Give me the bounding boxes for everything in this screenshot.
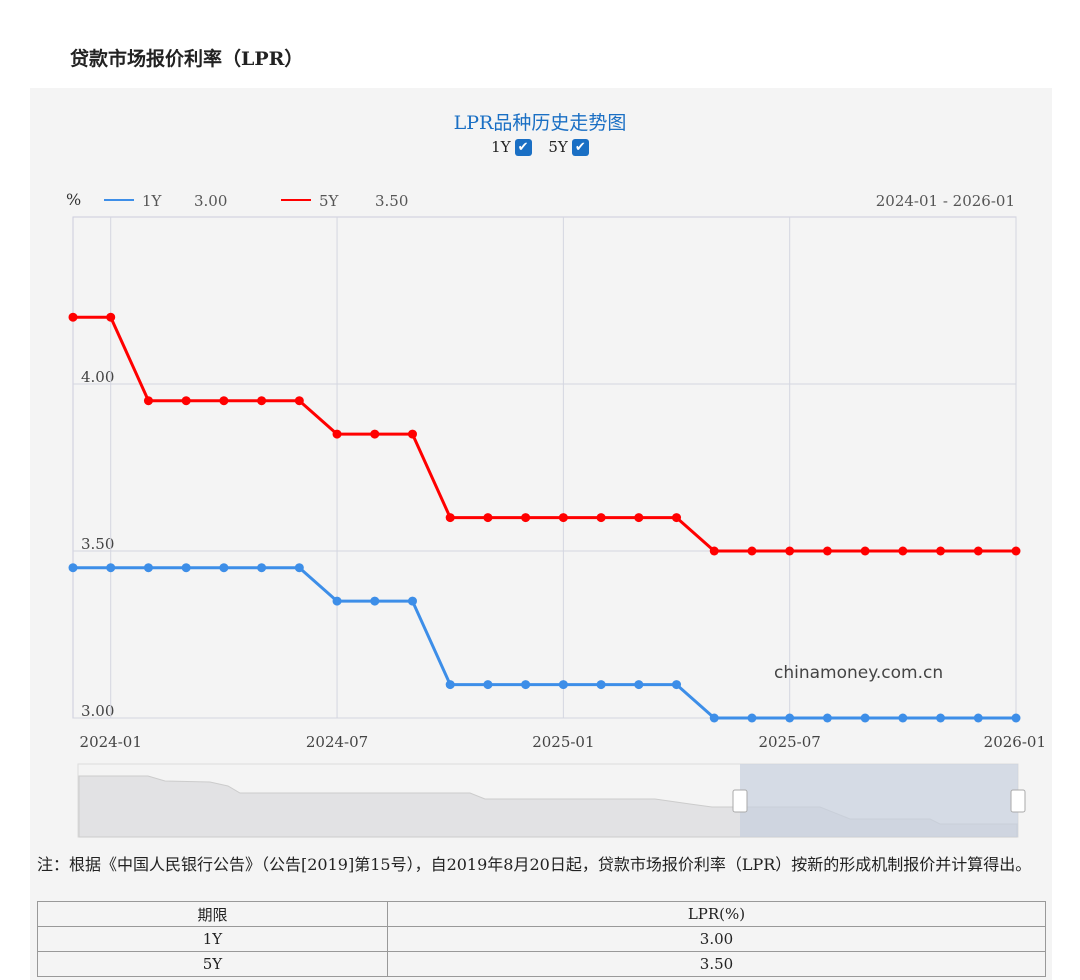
data-point-1Y — [332, 596, 342, 606]
data-point-5Y — [785, 546, 795, 556]
data-point-5Y — [143, 396, 153, 406]
data-point-1Y — [143, 563, 153, 573]
data-point-5Y — [257, 396, 267, 406]
page-title: 贷款市场报价利率（LPR） — [70, 48, 304, 70]
date-range-label: 2024-01 - 2026-01 — [876, 192, 1015, 210]
footnote: 注：根据《中国人民银行公告》（公告[2019]第15号），自2019年8月20日… — [37, 855, 1032, 874]
lpr-table: 期限 LPR(%) 1Y 3.00 5Y 3.50 — [37, 901, 1047, 977]
chart-title: LPR品种历史走势图 — [453, 112, 627, 134]
data-point-5Y — [332, 429, 342, 439]
table-row: 5Y 3.50 — [37, 951, 1047, 977]
data-point-1Y — [1011, 713, 1021, 723]
data-point-1Y — [898, 713, 908, 723]
data-point-5Y — [936, 546, 946, 556]
data-point-1Y — [558, 680, 568, 690]
x-tick-label: 2025-07 — [759, 733, 821, 751]
series-toggles: 1Y ✔ 5Y ✔ — [0, 138, 1080, 156]
checkbox-checked-icon[interactable]: ✔ — [514, 139, 532, 156]
table-row: 1Y 3.00 — [37, 926, 1047, 952]
data-point-5Y — [634, 513, 644, 523]
toggle-1y[interactable]: 1Y ✔ — [491, 138, 532, 156]
y-tick-label: 3.00 — [81, 702, 114, 720]
data-point-1Y — [294, 563, 304, 573]
navigator-selection[interactable] — [740, 764, 1018, 837]
data-point-5Y — [370, 429, 380, 439]
watermark: chinamoney.com.cn — [774, 663, 943, 683]
data-point-5Y — [181, 396, 191, 406]
legend-1y-label: 1Y — [142, 192, 163, 210]
data-point-5Y — [1011, 546, 1021, 556]
y-tick-label: 3.50 — [81, 535, 114, 553]
data-point-1Y — [181, 563, 191, 573]
navigator-right-handle[interactable] — [1010, 789, 1026, 813]
data-point-1Y — [483, 680, 493, 690]
data-point-5Y — [898, 546, 908, 556]
series-line-5Y — [73, 315, 1016, 553]
data-point-1Y — [257, 563, 267, 573]
x-tick-label: 2025-01 — [532, 733, 594, 751]
x-tick-label: 2024-01 — [80, 733, 142, 751]
range-navigator[interactable] — [77, 763, 1026, 838]
data-point-5Y — [294, 396, 304, 406]
data-point-1Y — [106, 563, 116, 573]
data-point-5Y — [407, 429, 417, 439]
data-point-1Y — [445, 680, 455, 690]
plot-frame — [72, 216, 1017, 719]
data-point-5Y — [596, 513, 606, 523]
data-point-5Y — [219, 396, 229, 406]
toggle-5y[interactable]: 5Y ✔ — [548, 138, 589, 156]
x-tick-label: 2026-01 — [984, 733, 1046, 751]
data-point-1Y — [370, 596, 380, 606]
x-tick-label: 2024-07 — [306, 733, 368, 751]
data-point-5Y — [558, 513, 568, 523]
data-point-1Y — [973, 713, 983, 723]
data-point-1Y — [219, 563, 229, 573]
data-point-1Y — [596, 680, 606, 690]
data-point-5Y — [822, 546, 832, 556]
data-point-1Y — [822, 713, 832, 723]
data-point-1Y — [68, 563, 78, 573]
data-point-5Y — [521, 513, 531, 523]
data-point-1Y — [860, 713, 870, 723]
legend-5y-label: 5Y — [319, 192, 340, 210]
data-point-5Y — [973, 546, 983, 556]
data-point-5Y — [672, 513, 682, 523]
data-point-1Y — [407, 596, 417, 606]
data-point-5Y — [445, 513, 455, 523]
series-line-1Y — [73, 566, 1016, 720]
data-point-5Y — [68, 312, 78, 322]
data-point-5Y — [747, 546, 757, 556]
data-point-1Y — [747, 713, 757, 723]
data-point-5Y — [106, 312, 116, 322]
checkbox-checked-icon[interactable]: ✔ — [571, 139, 589, 156]
y-unit-label: % — [66, 190, 81, 209]
legend-1y[interactable]: 1Y 3.00 — [104, 192, 227, 210]
y-tick-label: 4.00 — [81, 368, 114, 386]
data-point-1Y — [634, 680, 644, 690]
data-point-1Y — [521, 680, 531, 690]
data-point-1Y — [936, 713, 946, 723]
legend-5y[interactable]: 5Y 3.50 — [281, 192, 408, 210]
data-point-1Y — [709, 713, 719, 723]
legend-1y-value: 3.00 — [194, 192, 227, 210]
legend-5y-value: 3.50 — [375, 192, 408, 210]
navigator-left-handle[interactable] — [732, 789, 748, 813]
data-point-1Y — [785, 713, 795, 723]
data-point-5Y — [709, 546, 719, 556]
line-chart: % 1Y 3.00 5Y 3.50 2024-01 - 2026-01 3.00… — [66, 190, 1046, 838]
data-point-5Y — [860, 546, 870, 556]
table-header-row: 期限 LPR(%) — [37, 901, 1047, 927]
data-point-1Y — [672, 680, 682, 690]
data-point-5Y — [483, 513, 493, 523]
